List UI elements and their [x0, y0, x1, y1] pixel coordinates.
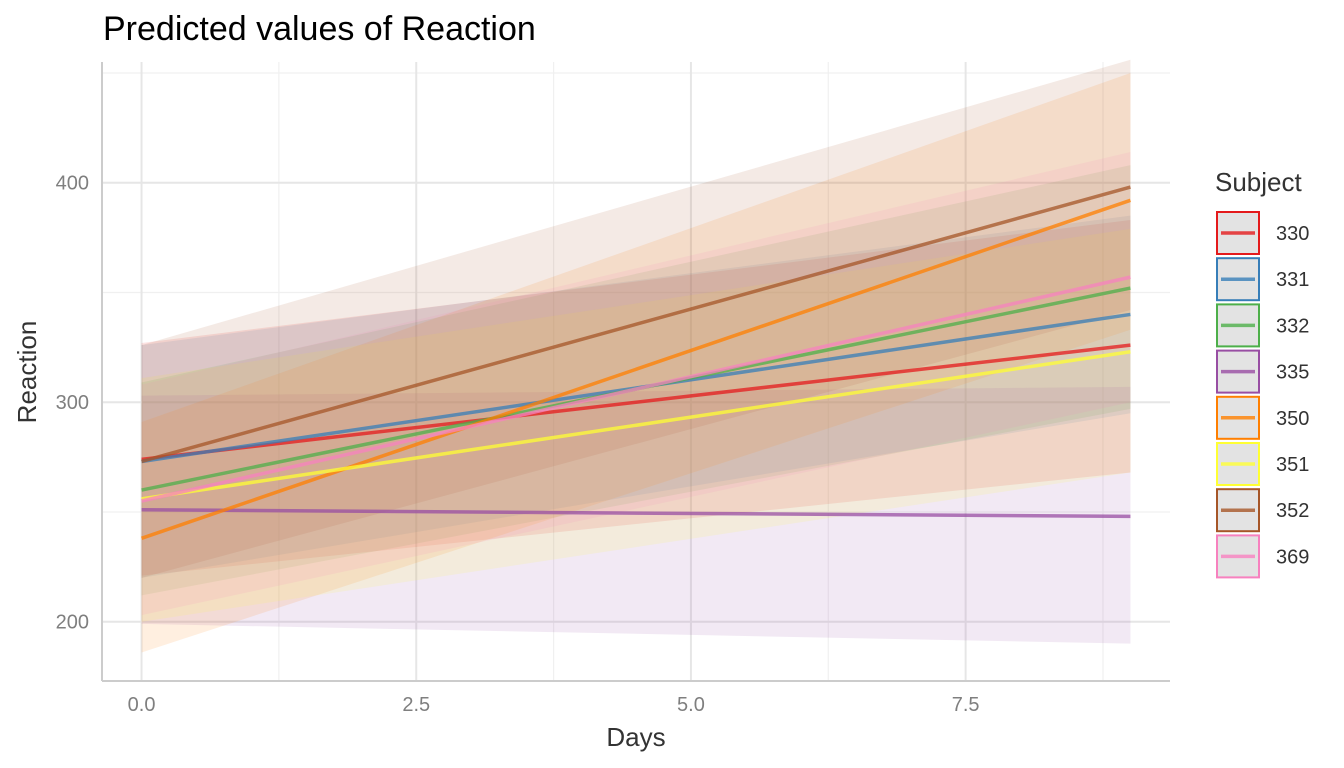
legend-item-332: 332: [1216, 303, 1309, 348]
x-axis-title: Days: [606, 722, 665, 752]
legend-label-352: 352: [1276, 500, 1309, 522]
y-tick-labels: 200 300 400: [56, 173, 89, 634]
ribbon-330: [141, 220, 1131, 576]
series-line-351: [141, 350, 1131, 501]
y-tick-label-2: 400: [56, 173, 89, 195]
x-tick-label-0: 0.0: [128, 694, 156, 716]
series-lines: [140, 185, 1132, 540]
legend-label-332: 332: [1276, 315, 1309, 337]
legend-label-369: 369: [1276, 546, 1309, 568]
x-tick-label-2: 5.0: [677, 694, 705, 716]
legend-item-335: 335: [1216, 349, 1309, 394]
y-axis-title: Reaction: [12, 321, 42, 424]
confidence-ribbons: [141, 59, 1131, 653]
legend-label-330: 330: [1276, 223, 1309, 245]
legend-item-352: 352: [1216, 488, 1309, 533]
ribbon-369: [141, 151, 1131, 616]
y-tick-label-0: 200: [56, 612, 89, 634]
series-line-330: [141, 343, 1131, 462]
legend: Subject 330 331 332 335 350 351 352 369: [1215, 167, 1309, 579]
legend-item-369: 369: [1216, 534, 1309, 579]
chart-title: Predicted values of Reaction: [103, 10, 536, 48]
legend-label-331: 331: [1276, 269, 1309, 291]
legend-label-335: 335: [1276, 362, 1309, 384]
legend-label-351: 351: [1276, 454, 1309, 476]
legend-item-351: 351: [1216, 442, 1309, 486]
series-line-369: [141, 275, 1131, 503]
ribbon-332: [141, 165, 1131, 596]
legend-item-350: 350: [1216, 395, 1309, 440]
ribbon-352: [141, 59, 1131, 578]
legend-item-330: 330: [1216, 211, 1309, 255]
series-line-352: [141, 185, 1131, 464]
legend-item-331: 331: [1216, 257, 1309, 302]
ribbon-335: [141, 386, 1131, 644]
x-tick-label-1: 2.5: [402, 694, 430, 716]
y-tick-label-1: 300: [56, 392, 89, 414]
x-tick-label-3: 7.5: [952, 694, 980, 716]
legend-label-350: 350: [1276, 408, 1309, 430]
series-line-335: [141, 508, 1131, 519]
axes: [101, 62, 1170, 682]
ribbon-331: [141, 215, 1131, 578]
ribbon-350: [141, 72, 1131, 653]
series-line-350: [140, 198, 1132, 540]
x-tick-labels: 0.0 2.5 5.0 7.5: [128, 694, 980, 716]
legend-title: Subject: [1215, 167, 1302, 197]
